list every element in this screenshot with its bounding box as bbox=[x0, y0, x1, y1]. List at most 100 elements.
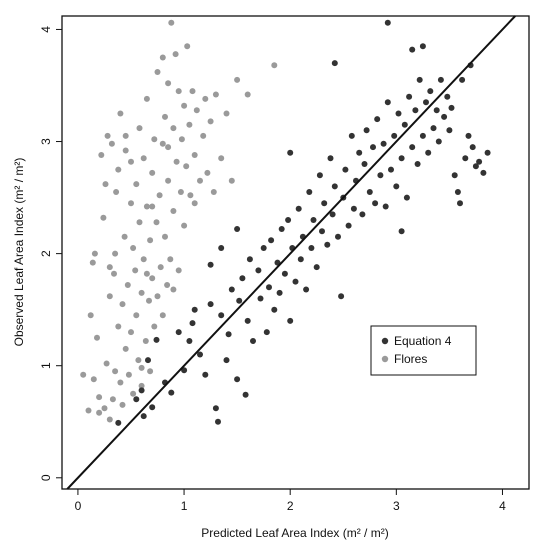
data-point-flores bbox=[100, 214, 107, 221]
data-point-flores bbox=[142, 338, 149, 344]
plot-frame bbox=[61, 15, 530, 490]
one-to-one-line bbox=[66, 15, 516, 490]
data-point-flores bbox=[138, 382, 145, 389]
data-point-equation-4 bbox=[462, 155, 469, 162]
data-point-flores bbox=[119, 301, 126, 308]
data-point-flores bbox=[128, 158, 134, 165]
data-point-equation-4 bbox=[451, 172, 458, 179]
data-point-flores bbox=[172, 51, 179, 58]
data-point-equation-4 bbox=[218, 312, 225, 319]
data-point-flores bbox=[80, 371, 87, 378]
data-point-flores bbox=[156, 192, 163, 199]
data-point-equation-4 bbox=[388, 166, 394, 173]
data-point-flores bbox=[122, 345, 129, 352]
data-point-equation-4 bbox=[384, 99, 391, 106]
data-point-flores bbox=[101, 405, 108, 412]
data-point-equation-4 bbox=[133, 396, 140, 403]
data-point-equation-4 bbox=[306, 189, 313, 195]
data-point-equation-4 bbox=[153, 336, 160, 343]
data-point-equation-4 bbox=[175, 329, 182, 336]
data-point-equation-4 bbox=[244, 317, 251, 324]
data-point-equation-4 bbox=[278, 226, 285, 232]
data-point-equation-4 bbox=[202, 371, 209, 378]
x-tick-label: 4 bbox=[499, 499, 506, 513]
data-point-flores bbox=[133, 312, 140, 319]
data-point-flores bbox=[102, 181, 109, 188]
data-point-flores bbox=[154, 69, 161, 75]
data-points bbox=[80, 19, 491, 426]
data-point-equation-4 bbox=[255, 267, 262, 274]
data-point-flores bbox=[159, 54, 166, 61]
data-point-flores bbox=[133, 181, 140, 188]
data-point-equation-4 bbox=[409, 144, 416, 151]
data-point-equation-4 bbox=[435, 138, 442, 145]
data-point-flores bbox=[143, 95, 150, 102]
y-tick-label: 0 bbox=[39, 474, 53, 481]
data-point-flores bbox=[175, 267, 182, 274]
data-point-equation-4 bbox=[416, 76, 423, 83]
data-point-equation-4 bbox=[321, 200, 328, 207]
data-point-flores bbox=[117, 379, 124, 386]
data-point-flores bbox=[149, 275, 156, 282]
data-point-equation-4 bbox=[212, 405, 219, 412]
data-point-equation-4 bbox=[465, 132, 472, 139]
data-point-flores bbox=[106, 416, 113, 423]
data-point-equation-4 bbox=[348, 132, 355, 139]
data-point-flores bbox=[187, 192, 194, 199]
data-point-equation-4 bbox=[419, 132, 426, 139]
data-point-flores bbox=[115, 323, 122, 330]
y-axis-label: Observed Leaf Area Index (m² / m²) bbox=[12, 158, 26, 347]
data-point-flores bbox=[200, 132, 207, 139]
data-point-equation-4 bbox=[271, 306, 278, 313]
data-point-flores bbox=[189, 88, 196, 95]
legend-label-flores: Flores bbox=[394, 352, 427, 366]
data-point-flores bbox=[140, 155, 147, 162]
data-point-equation-4 bbox=[236, 297, 243, 304]
data-point-flores bbox=[128, 329, 134, 336]
data-point-flores bbox=[125, 371, 132, 378]
data-point-flores bbox=[271, 62, 278, 69]
data-point-equation-4 bbox=[427, 88, 434, 95]
data-point-flores bbox=[184, 43, 191, 50]
data-point-equation-4 bbox=[276, 289, 283, 296]
data-point-flores bbox=[147, 237, 154, 244]
data-point-equation-4 bbox=[308, 245, 315, 251]
data-point-flores bbox=[138, 364, 145, 371]
data-point-equation-4 bbox=[287, 149, 294, 156]
data-point-flores bbox=[165, 177, 172, 184]
data-point-equation-4 bbox=[138, 387, 145, 394]
data-point-equation-4 bbox=[430, 125, 437, 132]
data-point-flores bbox=[149, 169, 156, 176]
data-point-flores bbox=[159, 312, 166, 319]
data-point-equation-4 bbox=[384, 19, 391, 26]
data-point-equation-4 bbox=[356, 149, 363, 156]
data-point-flores bbox=[181, 222, 188, 229]
data-point-flores bbox=[178, 136, 185, 143]
data-point-flores bbox=[122, 147, 129, 154]
data-point-equation-4 bbox=[292, 278, 299, 285]
data-point-equation-4 bbox=[412, 107, 419, 114]
data-point-equation-4 bbox=[414, 161, 421, 167]
data-point-flores bbox=[89, 259, 96, 266]
y-tick-label: 4 bbox=[39, 26, 53, 33]
data-point-flores bbox=[146, 297, 152, 304]
data-point-flores bbox=[96, 394, 103, 401]
data-point-equation-4 bbox=[476, 158, 483, 165]
data-point-equation-4 bbox=[285, 217, 292, 223]
data-point-flores bbox=[91, 250, 98, 257]
data-point-equation-4 bbox=[406, 93, 413, 100]
data-point-flores bbox=[124, 282, 131, 288]
data-point-flores bbox=[87, 312, 94, 319]
data-point-flores bbox=[130, 390, 137, 397]
data-point-flores bbox=[234, 76, 241, 83]
data-point-flores bbox=[173, 158, 180, 165]
data-point-equation-4 bbox=[310, 217, 317, 223]
x-axis: 0 1 2 3 4 bbox=[75, 489, 506, 513]
data-point-equation-4 bbox=[409, 46, 416, 53]
data-point-equation-4 bbox=[313, 264, 320, 271]
data-point-equation-4 bbox=[295, 205, 302, 212]
plot-border bbox=[61, 15, 530, 490]
data-point-equation-4 bbox=[425, 149, 432, 156]
data-point-equation-4 bbox=[472, 163, 479, 170]
